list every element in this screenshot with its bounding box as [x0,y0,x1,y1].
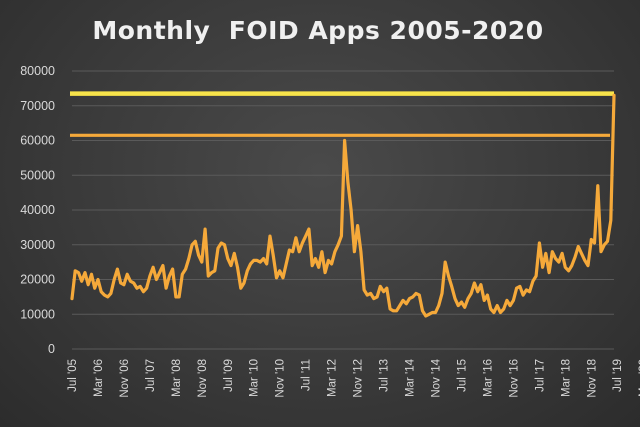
x-tick-label: Mar '20 [638,359,640,397]
chart-title: Monthly FOID Apps 2005-2020 [92,16,543,45]
x-tick-label: Nov '18 [586,359,598,398]
x-tick-label: Nov '14 [430,358,442,397]
y-tick-label: 70000 [20,99,55,113]
x-tick-label: Mar '06 [93,359,105,397]
x-tick-label: Jul '13 [379,359,391,392]
x-tick-label: Jul '05 [67,359,79,392]
y-tick-label: 60000 [20,134,55,148]
y-tick-label: 80000 [20,64,55,78]
x-axis-ticks: Jul '05 Mar '06 Nov '06 Jul '07 Mar '08 Nov '… [67,358,640,397]
x-tick-label: Mar '08 [171,359,183,397]
x-tick-label: Jul '15 [456,359,468,392]
y-axis-ticks: 0 10000 20000 30000 40000 50000 60000 70000 8000… [20,64,55,356]
x-tick-label: Mar '18 [560,359,572,397]
y-tick-label: 0 [48,342,55,356]
series-line [70,93,616,318]
x-tick-label: Jul '11 [301,359,313,391]
x-tick-label: Jul '17 [534,359,546,392]
x-tick-label: Nov '16 [508,359,520,398]
x-tick-label: Mar '14 [405,358,417,397]
x-tick-label: Jul '19 [612,359,624,392]
y-tick-label: 50000 [20,168,55,182]
y-tick-label: 40000 [20,203,55,217]
series-layer [70,93,616,318]
x-tick-label: Mar '10 [249,359,261,397]
x-tick-label: Jul '07 [145,359,157,392]
x-tick-label: Mar '16 [482,359,494,397]
x-tick-label: Mar '12 [327,359,339,397]
x-tick-label: Jul '09 [223,359,235,392]
x-tick-label: Nov '10 [275,359,287,398]
x-tick-label: Nov '06 [119,359,131,398]
y-tick-label: 20000 [20,273,55,287]
x-tick-label: Nov '12 [353,359,365,398]
y-tick-label: 10000 [20,307,55,321]
y-tick-label: 30000 [20,238,55,252]
reference-lines [70,91,614,137]
x-tick-label: Nov '08 [197,359,209,398]
